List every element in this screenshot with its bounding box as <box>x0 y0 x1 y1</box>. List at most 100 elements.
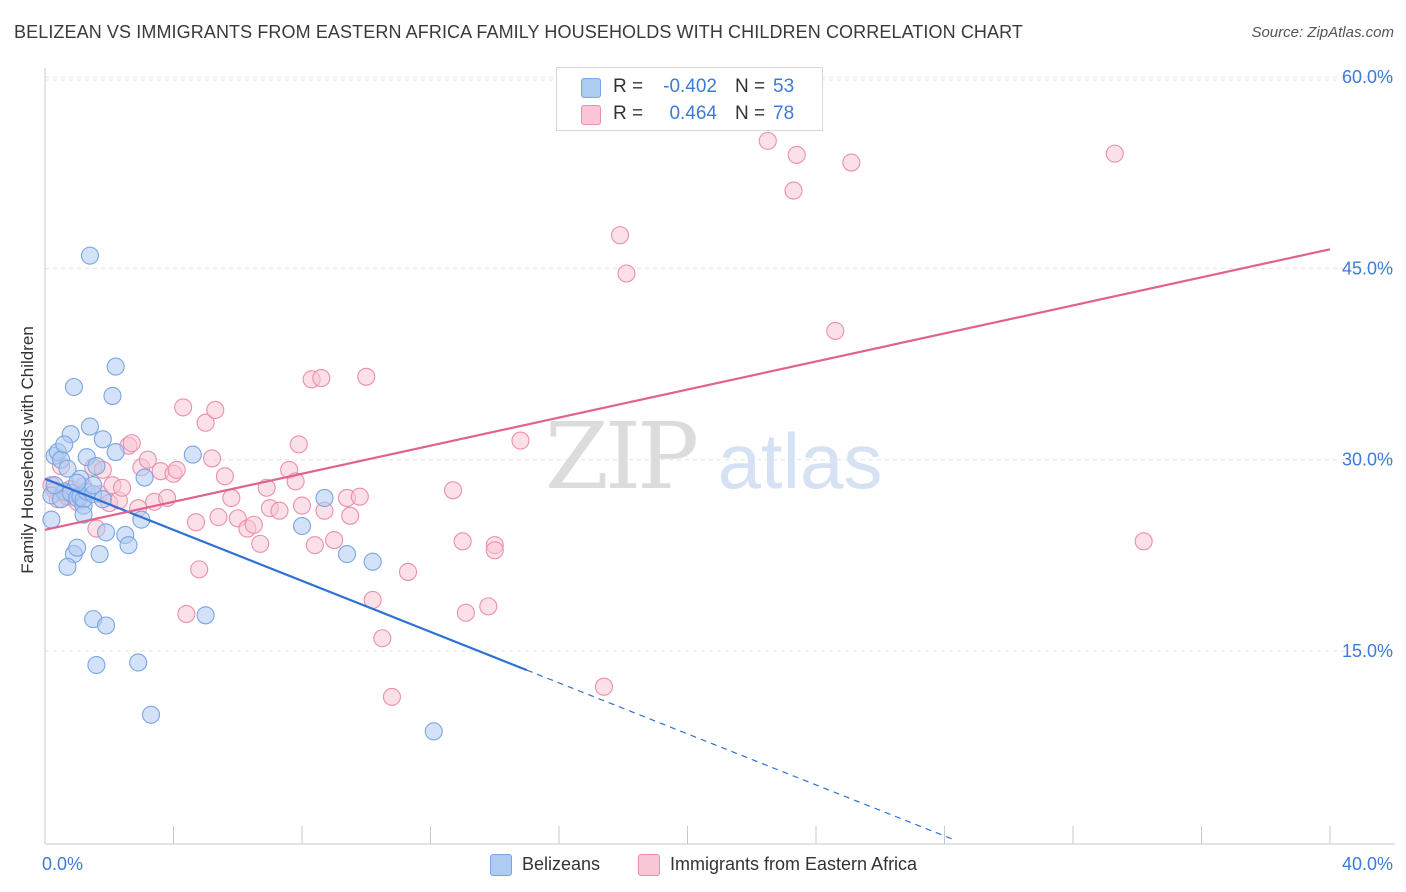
eastern-africa-point <box>325 530 344 550</box>
belizeans-point <box>106 442 125 462</box>
eastern-africa-point <box>826 321 845 340</box>
eastern-africa-point <box>485 541 504 560</box>
eastern-africa-point <box>177 604 196 624</box>
eastern-africa-point <box>138 450 157 469</box>
eastern-africa-point <box>1134 532 1153 551</box>
belizeans-point <box>80 246 100 265</box>
belizeans-trend-line <box>44 477 528 672</box>
axis-layer <box>44 68 1395 845</box>
belizeans-point <box>424 722 443 741</box>
n-value: 78 <box>773 103 795 124</box>
belizeans-point <box>141 705 161 724</box>
eastern-africa-trend-line <box>44 248 1331 531</box>
eastern-africa-point <box>174 398 193 417</box>
eastern-africa-point <box>758 131 777 150</box>
y-tick-label: 60.0% <box>1342 67 1393 87</box>
eastern-africa-point <box>113 478 132 497</box>
n-label: N = <box>735 103 766 124</box>
belizeans-point <box>315 488 334 508</box>
eastern-africa-point <box>312 369 331 388</box>
eastern-africa-point <box>357 367 376 386</box>
eastern-africa-point <box>610 226 630 245</box>
eastern-africa-point <box>617 264 636 283</box>
eastern-africa-point <box>251 534 270 553</box>
eastern-africa-point <box>257 478 276 497</box>
x-tick-label: 0.0% <box>42 854 83 874</box>
belizeans-point <box>196 606 215 625</box>
belizeans-point <box>103 386 122 405</box>
eastern-africa-point <box>350 487 369 506</box>
trend-lines <box>44 248 1331 841</box>
legend-label-belizeans: Belizeans <box>522 854 601 874</box>
y-tick-label: 30.0% <box>1342 450 1393 470</box>
eastern-africa-point <box>209 508 228 527</box>
eastern-africa-point <box>244 515 263 534</box>
eastern-africa-point <box>186 513 206 532</box>
belizeans-point <box>129 653 148 672</box>
belizeans-point <box>135 468 154 487</box>
belizeans-point <box>119 536 138 555</box>
belizeans-point <box>58 557 77 576</box>
y-axis-label-wrap: Family Households with Children <box>16 300 40 600</box>
tick-labels: 15.0% 30.0% 45.0% 60.0% 0.0% 40.0% <box>42 67 1393 874</box>
watermark: ZIP atlas <box>545 403 882 510</box>
eastern-africa-point <box>443 481 463 500</box>
belizeans-point <box>80 417 100 436</box>
eastern-africa-point <box>292 496 312 515</box>
r-label: R = <box>613 76 644 97</box>
eastern-africa-point <box>1105 144 1124 163</box>
eastern-africa-point <box>594 677 614 696</box>
y-tick-label: 15.0% <box>1342 641 1393 661</box>
eastern-africa-point <box>270 501 289 520</box>
belizeans-point <box>87 457 106 476</box>
belizeans-point <box>87 655 106 675</box>
belizeans-point <box>183 445 202 464</box>
eastern-africa-swatch <box>581 105 601 125</box>
belizeans-point <box>337 545 357 564</box>
watermark-atlas: atlas <box>718 417 883 505</box>
n-label: N = <box>735 76 766 97</box>
grid-layer <box>45 76 1395 652</box>
belizeans-point <box>90 545 109 564</box>
n-value: 53 <box>773 76 795 97</box>
eastern-africa-point <box>398 562 418 581</box>
eastern-africa-point <box>842 153 861 172</box>
eastern-africa-point <box>122 434 141 453</box>
belizeans-point <box>42 510 61 529</box>
belizeans-legend-swatch <box>490 854 512 876</box>
eastern-africa-point <box>787 145 806 164</box>
r-value: 0.464 <box>669 103 717 124</box>
r-value: -0.402 <box>663 76 717 97</box>
series-belizeans-points <box>42 246 443 741</box>
belizeans-point <box>106 357 125 376</box>
series-legend: Belizeans Immigrants from Eastern Africa <box>0 852 1406 878</box>
eastern-africa-legend-swatch <box>638 854 660 876</box>
belizeans-point <box>55 435 74 454</box>
eastern-africa-point <box>479 597 498 616</box>
eastern-africa-point <box>382 687 402 706</box>
belizeans-point <box>58 459 77 478</box>
x-tick-label: 40.0% <box>1342 854 1393 874</box>
stats-legend: R = -0.402 N = 53 R = 0.464 N = 78 <box>556 67 823 131</box>
eastern-africa-point <box>373 629 392 648</box>
eastern-africa-point <box>289 435 308 454</box>
eastern-africa-point <box>305 536 324 555</box>
eastern-africa-point <box>206 400 225 420</box>
eastern-africa-point <box>167 460 186 479</box>
belizeans-point <box>363 552 382 571</box>
chart-title: BELIZEAN VS IMMIGRANTS FROM EASTERN AFRI… <box>14 22 1024 42</box>
stats-legend-row-eastern-africa: R = 0.464 N = 78 <box>557 100 822 128</box>
source-label: Source: ZipAtlas.com <box>1251 24 1394 41</box>
legend-label-eastern-africa: Immigrants from Eastern Africa <box>670 854 918 874</box>
y-axis-label: Family Households with Children <box>18 326 37 574</box>
belizeans-point <box>64 377 83 397</box>
belizeans-trend-extension <box>526 669 955 841</box>
eastern-africa-point <box>511 431 530 450</box>
stats-legend-row-belizeans: R = -0.402 N = 53 <box>557 73 822 101</box>
eastern-africa-point <box>453 532 472 551</box>
r-label: R = <box>613 103 644 124</box>
y-tick-label: 45.0% <box>1342 258 1393 278</box>
belizeans-point <box>96 523 116 542</box>
watermark-zip: ZIP <box>545 403 696 510</box>
